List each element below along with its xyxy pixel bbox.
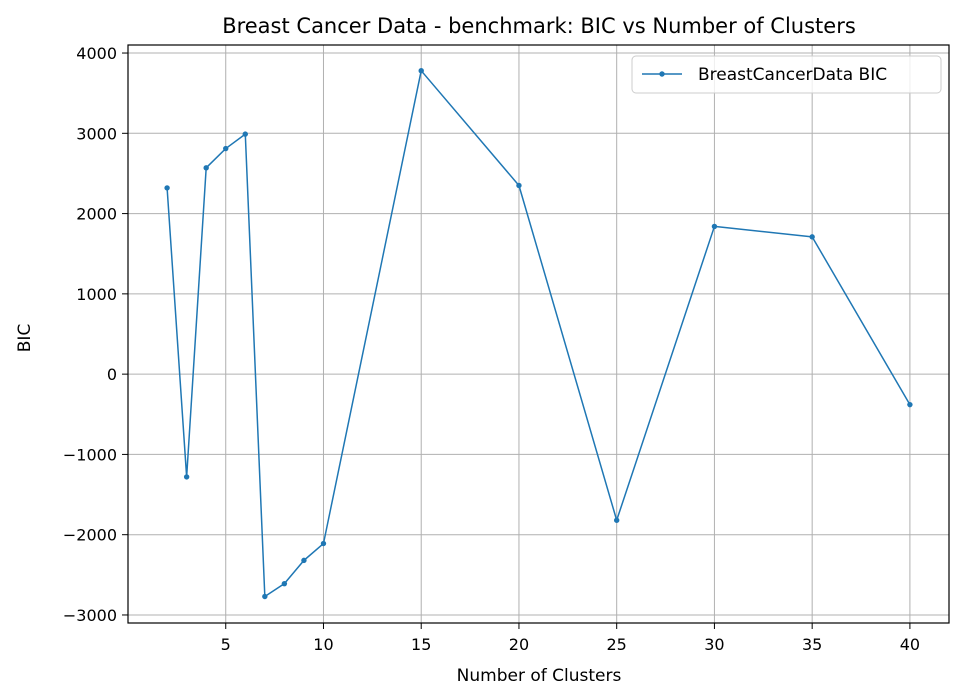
legend: BreastCancerData BIC xyxy=(631,55,942,94)
y-tick-label: −3000 xyxy=(63,606,117,625)
x-tick-label: 10 xyxy=(313,635,333,654)
x-tick-label: 35 xyxy=(802,635,822,654)
y-tick-label: −1000 xyxy=(63,445,117,464)
y-tick-label: 2000 xyxy=(76,205,117,224)
data-point xyxy=(242,131,248,137)
data-point xyxy=(711,223,718,230)
legend-box xyxy=(631,55,942,94)
data-point xyxy=(320,540,327,547)
x-axis-label: Number of Clusters xyxy=(457,666,622,686)
x-tick-label: 25 xyxy=(607,635,627,654)
grid-lines xyxy=(128,45,949,623)
data-point xyxy=(183,474,190,480)
series-layer xyxy=(164,67,913,600)
x-tick-label: 15 xyxy=(411,635,431,654)
data-point xyxy=(809,234,815,240)
data-point xyxy=(203,165,209,171)
y-tick-label: 3000 xyxy=(76,124,117,143)
data-point xyxy=(516,182,522,189)
x-tick-label: 30 xyxy=(704,635,724,654)
x-axis-ticks: 5 10 15 20 25 30 35 40 xyxy=(221,623,920,654)
legend-label: BreastCancerData BIC xyxy=(698,65,887,85)
y-axis-label: BIC xyxy=(15,324,35,353)
data-point xyxy=(301,557,307,564)
data-point xyxy=(613,517,620,523)
plot-frame xyxy=(127,44,950,624)
data-point xyxy=(418,67,424,74)
x-tick-label: 40 xyxy=(900,635,920,654)
y-tick-label: 0 xyxy=(107,365,117,384)
chart-title: Breast Cancer Data - benchmark: BIC vs N… xyxy=(222,14,856,38)
legend-marker-swatch xyxy=(659,71,665,77)
x-tick-label: 5 xyxy=(221,635,231,654)
data-point xyxy=(223,145,229,152)
data-point xyxy=(164,185,170,191)
data-point xyxy=(281,580,288,587)
x-tick-label: 20 xyxy=(509,635,529,654)
data-point xyxy=(907,401,913,408)
y-tick-label: 4000 xyxy=(76,44,117,63)
y-tick-label: 1000 xyxy=(76,285,117,304)
y-axis-ticks: −3000 −2000 −1000 0 1000 2000 3000 4000 xyxy=(63,44,128,625)
y-tick-label: −2000 xyxy=(63,526,117,545)
data-point xyxy=(262,593,268,600)
